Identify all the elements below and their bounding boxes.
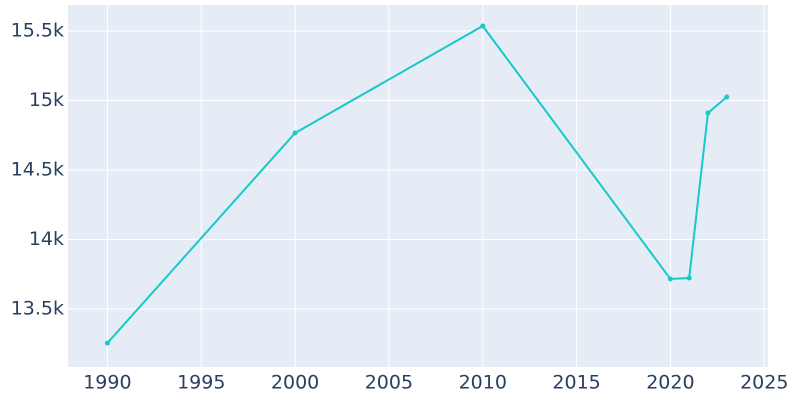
x-tick-label: 2020 <box>646 372 694 394</box>
point <box>667 276 673 282</box>
point <box>686 275 692 281</box>
x-tick-label: 1990 <box>83 372 131 394</box>
x-tick-label: 2025 <box>740 372 788 394</box>
x-tick-label: 2015 <box>552 372 600 394</box>
plot-area <box>68 5 768 367</box>
y-tick-label: 13.5k <box>11 298 64 320</box>
point <box>104 340 110 346</box>
point <box>705 110 711 116</box>
point <box>292 130 298 136</box>
y-tick-label: 14.5k <box>11 159 64 181</box>
y-tick-label: 15.5k <box>11 19 64 41</box>
x-tick-label: 2010 <box>459 372 507 394</box>
y-tick-label: 14k <box>29 228 64 250</box>
point <box>480 23 486 29</box>
point <box>724 94 730 100</box>
x-tick-label: 1995 <box>177 372 225 394</box>
y-tick-label: 15k <box>29 89 64 111</box>
x-tick-label: 2005 <box>365 372 413 394</box>
x-tick-label: 2000 <box>271 372 319 394</box>
